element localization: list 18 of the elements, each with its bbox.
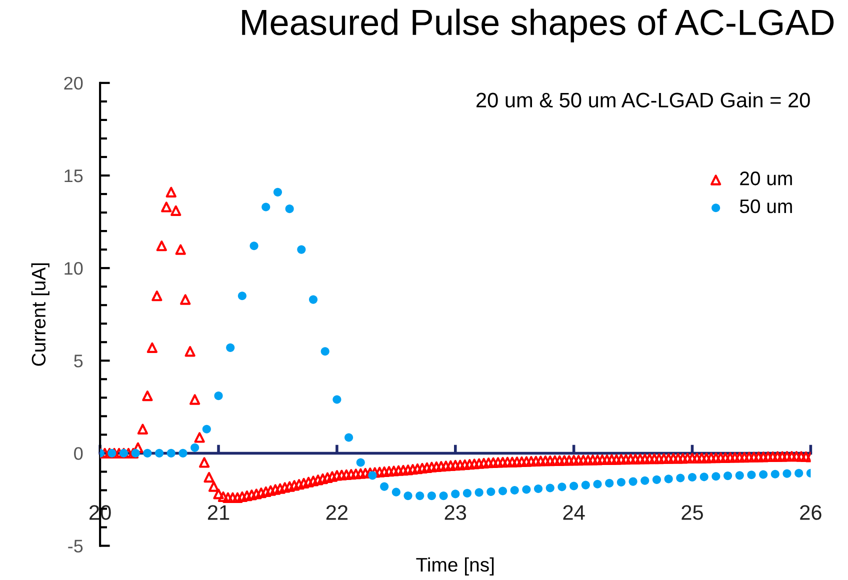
y-tick-label: 20 xyxy=(64,76,83,90)
x-tick-label: 26 xyxy=(800,505,822,520)
legend-label: 20 um xyxy=(740,172,792,186)
x-tick-label: 21 xyxy=(208,505,230,520)
y-tick-label: 10 xyxy=(64,262,83,275)
y-tick-label: 15 xyxy=(64,170,83,182)
x-tick-label: 24 xyxy=(563,505,585,520)
y-tick-label: 5 xyxy=(74,354,83,368)
legend-label: 50 um xyxy=(740,199,792,214)
x-tick-label: 25 xyxy=(682,505,703,520)
chart-title: Measured Pulse shapes of AC-LGAD xyxy=(242,8,834,42)
annotation: 20 um & 50 um AC-LGAD Gain = 20 xyxy=(476,92,810,108)
y-tick-label: 0 xyxy=(74,447,83,460)
x-tick-label: 22 xyxy=(326,505,348,520)
x-axis-title: Time [ns] xyxy=(416,557,494,576)
y-tick-label: -5 xyxy=(68,540,83,552)
y-axis-title: Current [uA] xyxy=(31,263,50,366)
x-tick-label: 23 xyxy=(444,505,466,520)
